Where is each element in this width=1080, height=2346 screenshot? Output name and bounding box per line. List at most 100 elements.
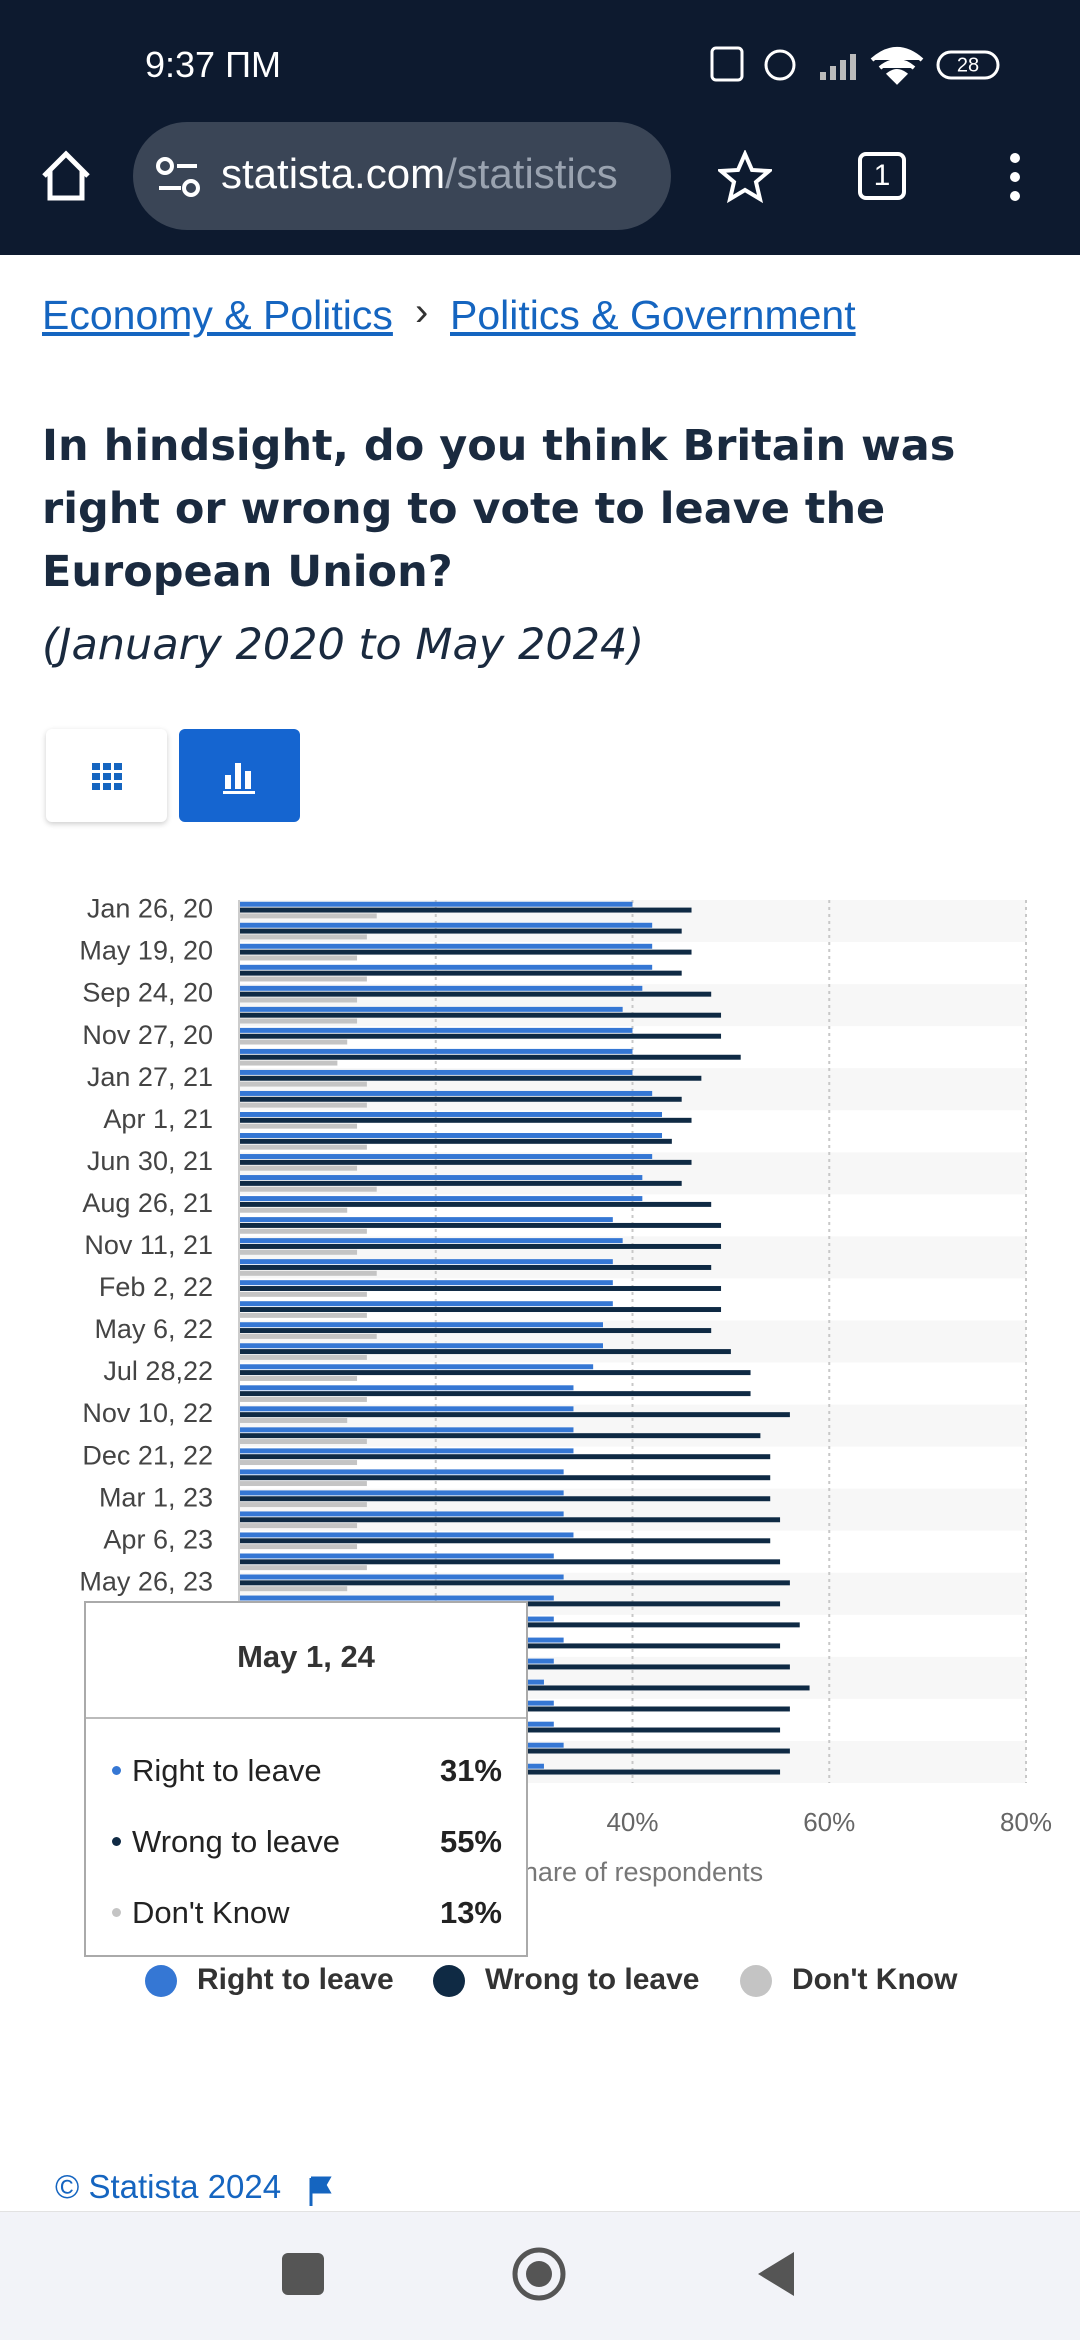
- tooltip-value: 31%: [439, 1753, 502, 1788]
- bar: [239, 1448, 574, 1454]
- bar: [239, 1102, 367, 1108]
- legend-marker: [433, 1965, 465, 1997]
- legend-label: Wrong to leave: [485, 1963, 699, 1996]
- chart-view-button[interactable]: [179, 729, 300, 822]
- back-button[interactable]: [758, 2252, 794, 2296]
- url-path: /statistics: [445, 150, 618, 197]
- bar: [239, 1090, 653, 1096]
- bar: [239, 1180, 682, 1186]
- tooltip-title: May 1, 24: [237, 1639, 375, 1674]
- y-tick-label: Jun 30, 21: [87, 1146, 213, 1176]
- bar: [239, 1039, 348, 1045]
- menu[interactable]: [1000, 148, 1030, 208]
- bar: [239, 922, 653, 928]
- bar: [239, 1081, 367, 1087]
- flag-icon[interactable]: [306, 2174, 336, 2208]
- bar: [239, 1496, 771, 1502]
- legend-marker: [145, 1965, 177, 1997]
- bar: [239, 1228, 367, 1234]
- bar: [239, 1481, 367, 1487]
- bar: [239, 1280, 613, 1286]
- bar: [239, 1433, 761, 1439]
- bar: [239, 1123, 358, 1129]
- bar: [239, 1580, 790, 1586]
- bar: [239, 1264, 712, 1270]
- bar: [239, 1222, 722, 1228]
- status-icons: 28: [710, 46, 1000, 85]
- bar: [239, 991, 712, 997]
- tooltip-value: 13%: [439, 1895, 502, 1930]
- legend-label: Don't Know: [792, 1963, 958, 1996]
- x-axis-title: Share of respondents: [505, 1857, 763, 1887]
- table-view-button[interactable]: [46, 729, 167, 822]
- bar: [239, 955, 358, 961]
- bar: [239, 1544, 358, 1550]
- bar: [239, 934, 367, 940]
- home-button[interactable]: [36, 146, 96, 206]
- tooltip-marker: [112, 1837, 121, 1846]
- bar: [239, 1196, 643, 1202]
- site-info[interactable]: [153, 152, 203, 202]
- bar: [239, 1375, 358, 1381]
- bar: [239, 1595, 554, 1601]
- bar: [239, 1217, 613, 1223]
- bar: [239, 1291, 367, 1297]
- breadcrumb-separator: ›: [415, 290, 429, 334]
- tooltip-marker: [112, 1766, 121, 1775]
- bar: [239, 1138, 672, 1144]
- y-tick-label: Mar 1, 23: [99, 1482, 213, 1512]
- tooltip-series: Right to leave: [132, 1753, 322, 1788]
- bar: [239, 901, 633, 907]
- bar: [239, 907, 692, 913]
- bar: [239, 913, 377, 919]
- bar: [239, 1307, 722, 1313]
- bar: [239, 1201, 712, 1207]
- y-tick-label: Jul 28,22: [103, 1356, 213, 1386]
- bar: [239, 928, 682, 934]
- breadcrumb-link[interactable]: Economy & Politics: [42, 292, 393, 338]
- x-tick-label: 60%: [803, 1807, 855, 1837]
- bar: [239, 1523, 358, 1529]
- bar: [239, 1475, 771, 1481]
- bar: [239, 1048, 633, 1054]
- legend-marker: [740, 1965, 772, 1997]
- bar: [239, 1154, 653, 1160]
- breadcrumb-link[interactable]: Politics & Government: [450, 292, 856, 338]
- bar: [239, 976, 367, 982]
- bar: [239, 1249, 358, 1255]
- tooltip: May 1, 24 Right to leave 31% Wrong to leav…: [84, 1601, 528, 1957]
- legend-label: Right to leave: [197, 1963, 394, 1996]
- x-tick-label: 80%: [1000, 1807, 1052, 1837]
- home-nav[interactable]: [512, 2247, 566, 2301]
- bar: [239, 1207, 348, 1213]
- tab-count[interactable]: 1: [858, 152, 906, 200]
- bar: [239, 1006, 623, 1012]
- bar: [239, 1018, 358, 1024]
- url-bar[interactable]: statista.com/statistics: [133, 122, 671, 230]
- bar: [239, 1586, 348, 1592]
- status-time: 9:37 ПМ: [145, 44, 281, 85]
- y-tick-label: Nov 11, 21: [84, 1230, 213, 1260]
- bar: [239, 1343, 603, 1349]
- chart-title: In hindsight, do you think Britain was r…: [42, 421, 956, 597]
- y-tick-label: May 6, 22: [94, 1314, 213, 1344]
- bar: [239, 949, 692, 955]
- bar: [239, 1532, 574, 1538]
- bar: [239, 1349, 731, 1355]
- bar: [239, 1553, 554, 1559]
- bookmark[interactable]: [718, 150, 772, 204]
- recents-button[interactable]: [282, 2253, 324, 2295]
- tooltip-divider: [86, 1717, 526, 1719]
- footer[interactable]: © Statista 2024: [55, 2168, 282, 2205]
- bar: [239, 1060, 338, 1066]
- bar: [239, 1412, 790, 1418]
- navigation-bar: [0, 2211, 1080, 2340]
- bar: [239, 1075, 702, 1081]
- bar: [239, 1027, 633, 1033]
- bar: [239, 1111, 663, 1117]
- bar: [239, 1502, 367, 1508]
- bar: [239, 1354, 367, 1360]
- bar: [239, 1312, 367, 1318]
- bar: [239, 1427, 574, 1433]
- y-tick-label: Aug 26, 21: [82, 1188, 213, 1218]
